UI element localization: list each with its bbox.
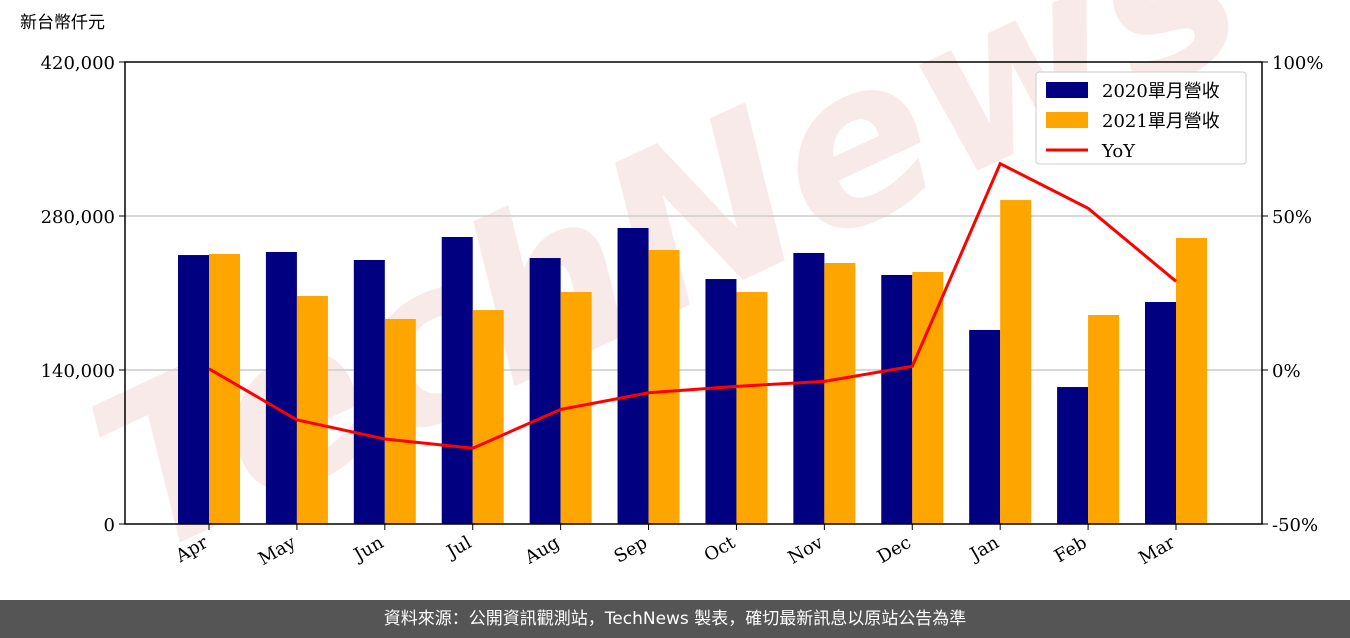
y2-tick-label: 100% <box>1272 53 1323 74</box>
bar <box>178 255 209 525</box>
x-tick-label: Feb <box>1051 532 1091 567</box>
x-tick-label: Nov <box>785 532 828 569</box>
y-tick-label: 140,000 <box>41 361 115 382</box>
bar <box>793 252 825 524</box>
plot-frame <box>124 61 1263 525</box>
bar <box>969 329 1001 524</box>
legend-label: YoY <box>1101 141 1136 162</box>
x-tick-label: Dec <box>874 532 915 568</box>
bar <box>529 258 561 524</box>
bar <box>912 271 944 524</box>
line <box>208 161 1177 450</box>
unit-label: 新台幣仟元 <box>20 13 105 33</box>
x-tick-label: Aug <box>520 532 563 569</box>
y-tick-label: 0 <box>104 515 115 536</box>
bar <box>265 251 297 524</box>
bar <box>1088 315 1120 524</box>
bar <box>353 260 385 524</box>
x-tick-label: Jul <box>442 532 476 564</box>
x-tick-label: Jun <box>349 532 388 567</box>
y2-tick-label: 0% <box>1272 361 1301 382</box>
bar <box>617 227 649 525</box>
footer: 資料來源：公開資訊觀測站，TechNews 製表，確切最新訊息以原站公告為準 <box>0 600 1350 638</box>
x-tick-label: Jan <box>965 532 1003 566</box>
bar <box>384 318 416 524</box>
bar <box>472 310 504 524</box>
bar <box>736 292 768 524</box>
legend-label: 2020單月營收 <box>1102 81 1220 102</box>
y-tick-label: 280,000 <box>41 207 115 228</box>
legend-swatch <box>1046 82 1088 98</box>
bar <box>1145 302 1176 524</box>
x-tick-label: Mar <box>1135 532 1179 569</box>
bar <box>209 253 240 524</box>
chart: 新台幣仟元 TechNews 0140,000280,000420,000-50… <box>20 0 1323 606</box>
x-tick-label: Sep <box>611 532 651 567</box>
bar <box>1000 200 1032 525</box>
y2-tick-label: 50% <box>1272 207 1312 228</box>
bar <box>296 295 328 524</box>
y-tick-label: 420,000 <box>41 53 115 74</box>
legend-swatch <box>1046 112 1088 128</box>
legend-box <box>1035 71 1247 165</box>
bar <box>648 249 680 525</box>
legend-label: 2021單月營收 <box>1102 111 1220 132</box>
bar <box>881 274 913 524</box>
bar <box>705 279 737 524</box>
bar <box>1057 387 1089 524</box>
x-tick-label: Oct <box>701 532 740 567</box>
bar <box>824 262 856 524</box>
bar <box>1176 238 1207 524</box>
bar <box>441 237 473 524</box>
y2-tick-label: -50% <box>1272 515 1318 536</box>
